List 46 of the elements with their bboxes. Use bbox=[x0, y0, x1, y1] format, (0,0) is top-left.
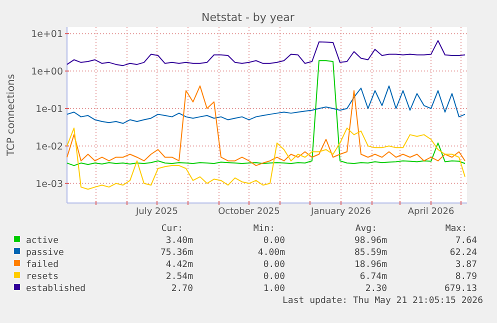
x-tick-label: January 2026 bbox=[310, 207, 372, 217]
legend-label: established bbox=[26, 284, 86, 294]
y-tick-label: 1e+01 bbox=[31, 29, 63, 40]
text: 2.30 bbox=[365, 284, 387, 294]
text: 0.00 bbox=[263, 236, 285, 246]
text: 85.59m bbox=[354, 248, 387, 258]
text: Cur: bbox=[161, 224, 183, 234]
text: 0.00 bbox=[263, 272, 285, 282]
text: Avg: bbox=[355, 224, 377, 234]
text: 18.96m bbox=[354, 260, 387, 270]
legend-label: failed bbox=[26, 260, 59, 270]
x-tick-label: April 2026 bbox=[408, 207, 454, 217]
text: 3.87 bbox=[455, 260, 477, 270]
text: 75.36m bbox=[160, 248, 193, 258]
y-tick-label: 1e-01 bbox=[36, 104, 63, 116]
x-tick-label: October 2025 bbox=[218, 207, 280, 217]
text: 3.40m bbox=[166, 236, 193, 246]
x-tick-label: July 2025 bbox=[135, 207, 178, 217]
text: 7.64 bbox=[455, 236, 477, 246]
text: Min: bbox=[253, 224, 275, 234]
text: 1.00 bbox=[263, 284, 285, 294]
text: 4.42m bbox=[166, 260, 193, 270]
line-series bbox=[66, 128, 466, 190]
text: 679.13 bbox=[444, 284, 477, 294]
y-axis-title: TCP connections bbox=[6, 74, 17, 158]
text: 8.79 bbox=[455, 272, 477, 282]
text: 4.00m bbox=[258, 248, 285, 258]
line-series bbox=[66, 85, 466, 124]
line-series bbox=[66, 40, 466, 66]
text: Max: bbox=[445, 224, 467, 234]
y-tick-label: 1e-02 bbox=[36, 141, 63, 152]
legend-label: passive bbox=[26, 248, 64, 258]
text: 0.00 bbox=[263, 260, 285, 270]
text: Last update: Thu May 21 21:05:15 2026 bbox=[282, 296, 483, 306]
legend-label: active bbox=[26, 236, 59, 246]
legend-label: resets bbox=[26, 272, 59, 282]
line-series bbox=[66, 85, 466, 166]
y-tick-label: 1e+00 bbox=[31, 66, 63, 78]
text: 2.70 bbox=[171, 284, 193, 294]
text: 98.96m bbox=[354, 236, 387, 246]
line-series bbox=[66, 60, 466, 166]
text: 2.54m bbox=[166, 272, 193, 282]
y-tick-label: 1e-03 bbox=[36, 178, 63, 190]
chart-title: Netstat - by year bbox=[202, 11, 295, 24]
text: 62.24 bbox=[450, 248, 477, 258]
text: 6.74m bbox=[360, 272, 387, 282]
